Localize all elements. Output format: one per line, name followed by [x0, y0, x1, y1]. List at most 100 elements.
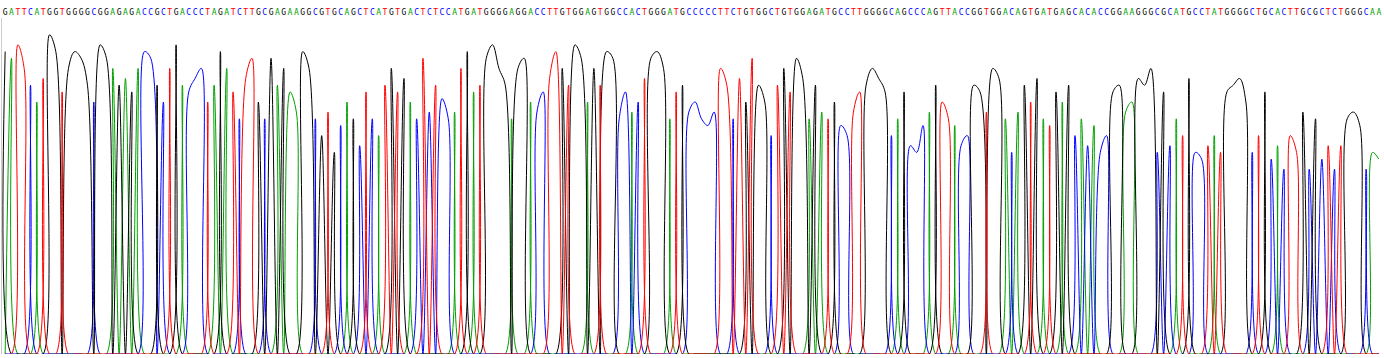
svg-text:A: A — [1275, 8, 1280, 17]
svg-text:T: T — [383, 8, 388, 17]
svg-text:C: C — [838, 8, 843, 17]
svg-text:G: G — [610, 8, 615, 17]
svg-text:C: C — [845, 8, 850, 17]
svg-text:C: C — [623, 8, 628, 17]
svg-text:C: C — [1364, 8, 1369, 17]
svg-text:G: G — [1161, 8, 1166, 17]
svg-text:T: T — [1180, 8, 1185, 17]
svg-text:G: G — [490, 8, 495, 17]
svg-text:G: G — [1357, 8, 1362, 17]
svg-text:T: T — [1206, 8, 1211, 17]
svg-text:G: G — [655, 8, 660, 17]
svg-text:G: G — [971, 8, 976, 17]
svg-text:C: C — [636, 8, 641, 17]
svg-text:C: C — [313, 8, 318, 17]
svg-text:C: C — [446, 8, 451, 17]
svg-text:G: G — [883, 8, 888, 17]
svg-text:G: G — [1231, 8, 1236, 17]
svg-text:C: C — [699, 8, 704, 17]
svg-text:T: T — [718, 8, 723, 17]
svg-text:G: G — [1237, 8, 1242, 17]
svg-text:T: T — [724, 8, 729, 17]
svg-text:T: T — [1338, 8, 1343, 17]
svg-text:T: T — [60, 8, 65, 17]
svg-text:G: G — [933, 8, 938, 17]
svg-text:C: C — [534, 8, 539, 17]
svg-text:T: T — [598, 8, 603, 17]
svg-text:C: C — [914, 8, 919, 17]
svg-text:A: A — [1092, 8, 1097, 17]
svg-text:G: G — [104, 8, 109, 17]
svg-text:A: A — [1041, 8, 1046, 17]
svg-text:C: C — [617, 8, 622, 17]
svg-text:T: T — [1294, 8, 1299, 17]
svg-text:G: G — [319, 8, 324, 17]
svg-text:A: A — [895, 8, 900, 17]
svg-text:G: G — [997, 8, 1002, 17]
svg-text:G: G — [990, 8, 995, 17]
svg-text:C: C — [1155, 8, 1160, 17]
svg-text:T: T — [41, 8, 46, 17]
svg-text:G: G — [351, 8, 356, 17]
svg-text:C: C — [370, 8, 375, 17]
svg-text:G: G — [902, 8, 907, 17]
svg-text:G: G — [1136, 8, 1141, 17]
svg-text:A: A — [1130, 8, 1135, 17]
svg-text:G: G — [174, 8, 179, 17]
svg-text:G: G — [389, 8, 394, 17]
svg-text:A: A — [1376, 8, 1381, 17]
svg-text:C: C — [693, 8, 698, 17]
svg-text:G: G — [1117, 8, 1122, 17]
svg-text:C: C — [712, 8, 717, 17]
svg-text:T: T — [326, 8, 331, 17]
svg-text:G: G — [1066, 8, 1071, 17]
svg-text:G: G — [813, 8, 818, 17]
svg-text:G: G — [1300, 8, 1305, 17]
svg-text:C: C — [908, 8, 913, 17]
svg-text:T: T — [553, 8, 558, 17]
svg-text:A: A — [1212, 8, 1217, 17]
svg-text:C: C — [889, 8, 894, 17]
svg-text:G: G — [465, 8, 470, 17]
svg-text:A: A — [1060, 8, 1065, 17]
svg-text:C: C — [427, 8, 432, 17]
svg-text:A: A — [927, 8, 932, 17]
svg-text:A: A — [471, 8, 476, 17]
svg-text:G: G — [1149, 8, 1154, 17]
svg-text:C: C — [161, 8, 166, 17]
svg-text:C: C — [705, 8, 710, 17]
svg-text:G: G — [756, 8, 761, 17]
svg-text:G: G — [978, 8, 983, 17]
svg-text:G: G — [1111, 8, 1116, 17]
svg-text:A: A — [110, 8, 115, 17]
svg-text:C: C — [440, 8, 445, 17]
svg-text:G: G — [497, 8, 502, 17]
svg-text:A: A — [408, 8, 413, 17]
svg-text:G: G — [661, 8, 666, 17]
svg-text:T: T — [1326, 8, 1331, 17]
svg-text:A: A — [288, 8, 293, 17]
svg-text:C: C — [1319, 8, 1324, 17]
svg-text:G: G — [1187, 8, 1192, 17]
svg-text:A: A — [667, 8, 672, 17]
svg-text:C: C — [965, 8, 970, 17]
svg-text:C: C — [1009, 8, 1014, 17]
svg-text:T: T — [167, 8, 172, 17]
svg-text:A: A — [123, 8, 128, 17]
svg-text:C: C — [731, 8, 736, 17]
svg-text:T: T — [231, 8, 236, 17]
svg-text:C: C — [1307, 8, 1312, 17]
svg-text:A: A — [9, 8, 14, 17]
svg-text:T: T — [433, 8, 438, 17]
svg-text:G: G — [591, 8, 596, 17]
svg-text:C: C — [338, 8, 343, 17]
svg-text:G: G — [864, 8, 869, 17]
svg-text:T: T — [984, 8, 989, 17]
svg-text:A: A — [136, 8, 141, 17]
svg-text:A: A — [294, 8, 299, 17]
svg-text:G: G — [79, 8, 84, 17]
svg-text:G: G — [680, 8, 685, 17]
svg-text:G: G — [516, 8, 521, 17]
svg-text:G: G — [762, 8, 767, 17]
svg-text:C: C — [414, 8, 419, 17]
